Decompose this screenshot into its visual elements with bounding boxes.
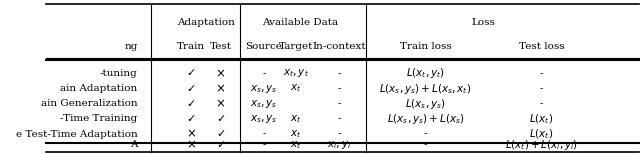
Text: $x_t$: $x_t$ xyxy=(291,113,302,125)
Text: ×: × xyxy=(216,82,226,95)
Text: $L(x_t)$: $L(x_t)$ xyxy=(529,127,554,141)
Text: -: - xyxy=(262,130,266,139)
Text: e Test-Time Adaptation: e Test-Time Adaptation xyxy=(16,130,138,139)
Text: -: - xyxy=(338,130,341,139)
Text: ain Adaptation: ain Adaptation xyxy=(60,84,138,93)
Text: $x_s, y_s$: $x_s, y_s$ xyxy=(250,98,278,110)
Text: $x_s, y_s$: $x_s, y_s$ xyxy=(250,83,278,95)
Text: -: - xyxy=(338,69,341,78)
Text: -: - xyxy=(338,114,341,123)
Text: $x_t$: $x_t$ xyxy=(291,128,302,140)
Text: -: - xyxy=(262,69,266,78)
Text: -: - xyxy=(262,140,266,149)
Text: -: - xyxy=(338,99,341,108)
Text: ✓: ✓ xyxy=(186,114,196,124)
Text: ×: × xyxy=(216,67,226,80)
Text: ✓: ✓ xyxy=(186,99,196,109)
Text: -: - xyxy=(540,84,543,93)
Text: ✓: ✓ xyxy=(216,114,225,124)
Text: A: A xyxy=(130,140,138,149)
Text: Adaptation: Adaptation xyxy=(177,18,235,27)
Text: ×: × xyxy=(216,97,226,110)
Text: In-context: In-context xyxy=(313,42,366,51)
Text: Available Data: Available Data xyxy=(262,18,338,27)
Text: Train: Train xyxy=(177,42,205,51)
Text: ✓: ✓ xyxy=(216,129,225,139)
Text: -: - xyxy=(540,99,543,108)
Text: $L(x_t, y_t)$: $L(x_t, y_t)$ xyxy=(406,66,445,80)
Text: Source: Source xyxy=(246,42,282,51)
Text: $x_t$: $x_t$ xyxy=(291,83,302,95)
Text: $L(x_s, y_s)+L(x_s)$: $L(x_s, y_s)+L(x_s)$ xyxy=(387,112,465,126)
Text: $L(x_s, y_s)$: $L(x_s, y_s)$ xyxy=(405,97,446,111)
Text: $L(x_t)+L(x_i, y_i)$: $L(x_t)+L(x_i, y_i)$ xyxy=(505,138,578,152)
Text: ✓: ✓ xyxy=(186,68,196,78)
Text: $L(x_s, y_s)+L(x_s, x_t)$: $L(x_s, y_s)+L(x_s, x_t)$ xyxy=(380,82,472,96)
Text: -: - xyxy=(540,69,543,78)
Text: $x_s, y_s$: $x_s, y_s$ xyxy=(250,113,278,125)
Text: ×: × xyxy=(186,138,196,151)
Text: -Time Training: -Time Training xyxy=(60,114,138,123)
Text: Train loss: Train loss xyxy=(400,42,451,51)
Text: $L(x_t)$: $L(x_t)$ xyxy=(529,112,554,126)
Text: ain Generalization: ain Generalization xyxy=(41,99,138,108)
Text: -tuning: -tuning xyxy=(100,69,138,78)
Text: -: - xyxy=(424,140,428,149)
Text: Test loss: Test loss xyxy=(518,42,564,51)
Text: ✓: ✓ xyxy=(216,140,225,150)
Text: ✓: ✓ xyxy=(186,84,196,94)
Text: -: - xyxy=(424,130,428,139)
Text: $x_i, y_i$: $x_i, y_i$ xyxy=(328,139,351,151)
Text: ng: ng xyxy=(124,42,138,51)
Text: -: - xyxy=(338,84,341,93)
Text: $x_t$: $x_t$ xyxy=(291,139,302,151)
Text: Target: Target xyxy=(279,42,314,51)
Text: ×: × xyxy=(186,128,196,141)
Text: $x_t, y_t$: $x_t, y_t$ xyxy=(283,67,309,79)
Text: Test: Test xyxy=(210,42,232,51)
Text: Loss: Loss xyxy=(471,18,495,27)
